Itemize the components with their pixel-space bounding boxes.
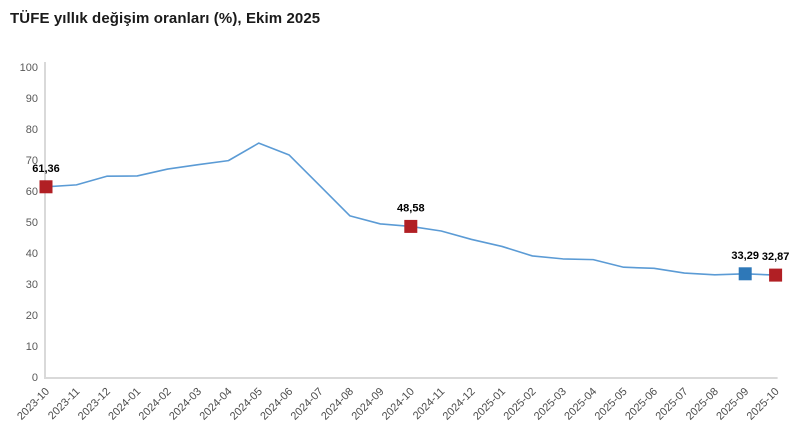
x-tick-label: 2024-05: [228, 386, 265, 423]
y-tick-label: 60: [26, 186, 38, 198]
y-tick-label: 0: [32, 372, 38, 384]
data-point-marker: [738, 267, 752, 281]
x-tick-label: 2025-09: [714, 386, 751, 423]
x-tick-label: 2025-01: [471, 386, 508, 423]
x-tick-label: 2023-10: [15, 386, 52, 423]
x-tick-label: 2025-10: [745, 386, 782, 423]
x-tick-label: 2025-02: [501, 386, 538, 423]
y-tick-label: 20: [26, 310, 38, 322]
x-tick-label: 2024-03: [167, 386, 204, 423]
x-tick-label: 2024-09: [349, 386, 386, 423]
x-tick-label: 2024-06: [258, 386, 295, 423]
x-tick-label: 2025-03: [532, 386, 569, 423]
x-tick-label: 2024-02: [137, 386, 174, 423]
x-tick-label: 2025-07: [653, 386, 690, 423]
data-point-label: 33,29: [731, 250, 759, 262]
y-tick-label: 50: [26, 217, 38, 229]
x-tick-label: 2025-04: [562, 386, 599, 423]
y-tick-label: 30: [26, 279, 38, 291]
y-tick-label: 10: [26, 341, 38, 353]
x-tick-label: 2025-08: [684, 386, 721, 423]
y-tick-label: 80: [26, 124, 38, 136]
x-tick-label: 2024-08: [319, 386, 356, 423]
y-tick-label: 100: [20, 62, 38, 74]
data-point-marker: [39, 180, 53, 194]
x-tick-label: 2023-12: [76, 386, 113, 423]
data-point-label: 61,36: [32, 163, 60, 175]
x-tick-label: 2024-12: [441, 386, 478, 423]
chart-title: TÜFE yıllık değişim oranları (%), Ekim 2…: [10, 10, 321, 27]
x-tick-label: 2024-01: [106, 386, 143, 423]
data-point-marker: [404, 219, 418, 233]
data-point-label: 48,58: [397, 202, 425, 214]
data-point-label: 32,87: [762, 251, 790, 263]
data-point-marker: [769, 268, 783, 282]
x-tick-label: 2025-05: [593, 386, 630, 423]
y-tick-label: 40: [26, 248, 38, 260]
x-tick-label: 2024-04: [197, 386, 234, 423]
y-tick-label: 90: [26, 93, 38, 105]
x-tick-label: 2025-06: [623, 386, 660, 423]
y-tick-label: 70: [26, 155, 38, 167]
x-tick-label: 2024-10: [380, 386, 417, 423]
x-tick-label: 2024-07: [289, 386, 326, 423]
